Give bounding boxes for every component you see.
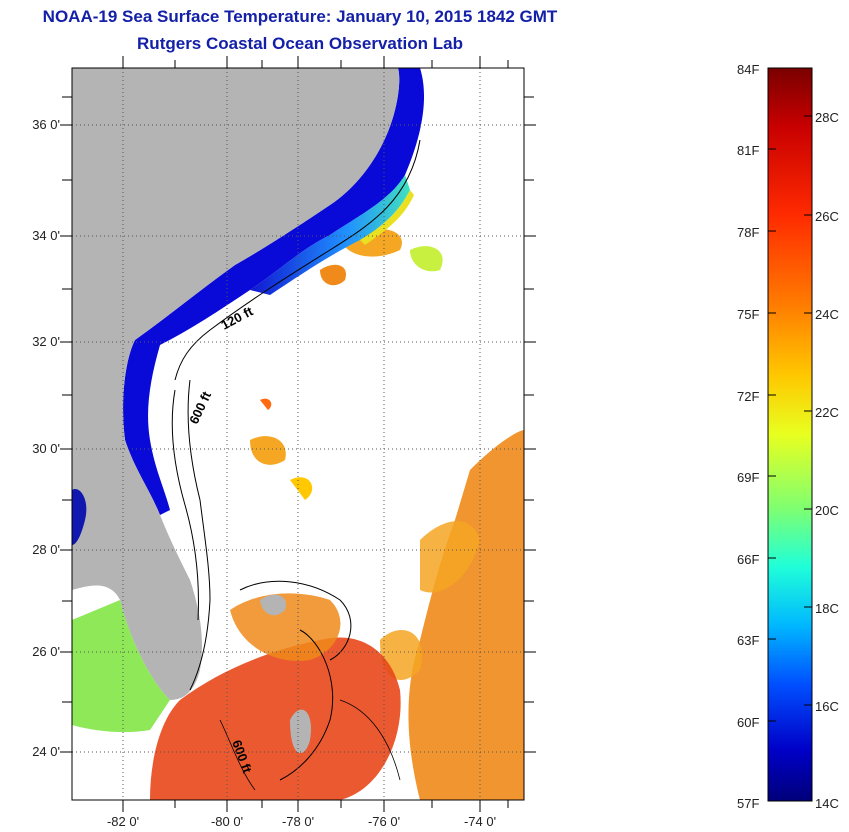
colorbar-c-18: 18C: [815, 601, 839, 616]
temperature-colorbar: [767, 67, 813, 802]
lat-label-24: 24 0': [32, 744, 60, 759]
colorbar-f-60: 60F: [737, 715, 760, 730]
longitude-ticks: [122, 56, 509, 812]
island-land: [290, 709, 311, 754]
scattered-warm-patch: [250, 436, 286, 465]
lon-label-76: -76 0': [367, 814, 401, 829]
colorbar-c-20: 20C: [815, 503, 839, 518]
scattered-warm-patch: [320, 264, 346, 286]
southern-warm-water: [150, 637, 401, 800]
colorbar-f-57: 57F: [737, 796, 760, 811]
shelf-yellow-edge: [360, 190, 414, 245]
colorbar-c-28: 28C: [815, 110, 839, 125]
lat-label-36: 36 0': [32, 117, 60, 132]
gulfstream-warm-region: [408, 430, 524, 800]
map-subtitle: Rutgers Coastal Ocean Observation Lab: [137, 34, 463, 53]
cold-patch-west: [72, 489, 87, 545]
map-title: NOAA-19 Sea Surface Temperature: January…: [42, 7, 558, 26]
contour-south: [219, 699, 401, 791]
colorbar-f-69: 69F: [737, 470, 760, 485]
scattered-warm-patch: [290, 477, 313, 500]
contour-600ft: [187, 379, 211, 691]
contour-coast-line: [171, 389, 199, 621]
contour-bahamas: [239, 580, 352, 781]
lon-label-74: -74 0': [463, 814, 497, 829]
contour-120ft: [174, 139, 421, 381]
colorbar-c-26: 26C: [815, 209, 839, 224]
colorbar-c-22: 22C: [815, 405, 839, 420]
land-mass: [72, 68, 400, 700]
colorbar-c-14: 14C: [815, 796, 839, 811]
colorbar-f-84: 84F: [737, 62, 760, 77]
colorbar-f-78: 78F: [737, 225, 760, 240]
lon-label-78: -78 0': [281, 814, 315, 829]
lat-label-26: 26 0': [32, 644, 60, 659]
gulf-of-mexico-water: [72, 600, 170, 733]
latitude-ticks: [60, 96, 536, 753]
lat-label-34: 34 0': [32, 228, 60, 243]
lat-label-32: 32 0': [32, 334, 60, 349]
lon-label-80: -80 0': [210, 814, 244, 829]
offshore-warm-patches: [380, 521, 480, 680]
colorbar-f-72: 72F: [737, 389, 760, 404]
colorbar-ticks: [768, 115, 812, 722]
colorbar-f-75: 75F: [737, 307, 760, 322]
colorbar-f-81: 81F: [737, 143, 760, 158]
colorbar-c-16: 16C: [815, 699, 839, 714]
shelf-cool-gradient: [250, 175, 410, 295]
lat-label-28: 28 0': [32, 542, 60, 557]
scattered-cool-patch: [410, 246, 443, 272]
lat-label-30: 30 0': [32, 441, 60, 456]
colorbar-c-24: 24C: [815, 307, 839, 322]
nearshore-cold-band: [123, 68, 425, 515]
scattered-warm-patch: [260, 398, 272, 410]
island-land: [260, 594, 286, 616]
colorbar-f-63: 63F: [737, 633, 760, 648]
map-grid: [72, 68, 524, 800]
lon-label-82: -82 0': [106, 814, 140, 829]
colorbar-f-66: 66F: [737, 552, 760, 567]
southern-orange-water: [230, 593, 341, 661]
